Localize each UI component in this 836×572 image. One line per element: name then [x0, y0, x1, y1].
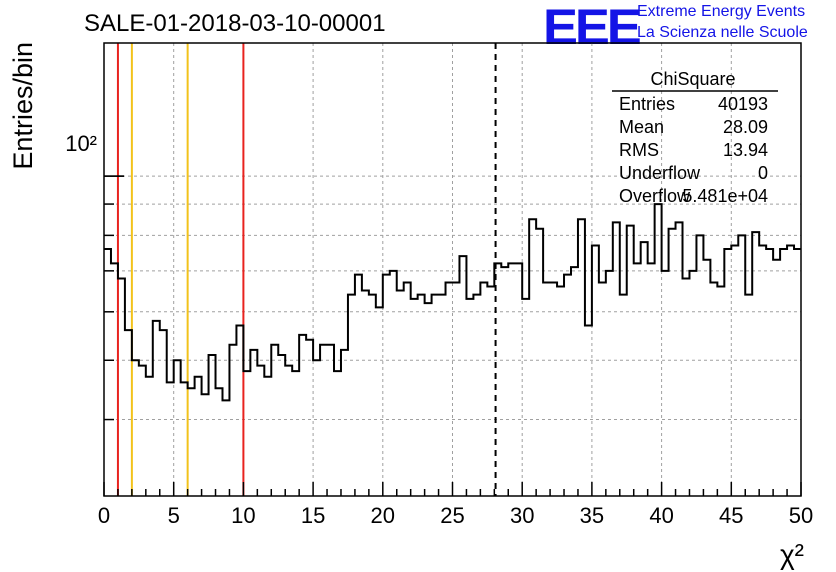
x-tick-label-10: 10 — [231, 503, 255, 528]
stats-label-rms: RMS — [619, 140, 659, 160]
x-tick-label-15: 15 — [301, 503, 325, 528]
y-axis-label: Entries/bin — [8, 42, 38, 170]
vertical-markers — [116, 43, 497, 496]
x-tick-label-25: 25 — [440, 503, 464, 528]
x-tick-label-40: 40 — [649, 503, 673, 528]
x-tick-label-35: 35 — [580, 503, 604, 528]
stats-value-underflow: 0 — [758, 163, 768, 183]
x-tick-label-50: 50 — [789, 503, 813, 528]
y-tick-label-100: 10² — [65, 131, 97, 156]
stats-label-mean: Mean — [619, 117, 664, 137]
stats-box: ChiSquare Entries 40193 Mean 28.09 RMS 13.94 U… — [612, 69, 778, 206]
stats-value-rms: 13.94 — [723, 140, 768, 160]
stats-label-entries: Entries — [619, 94, 675, 114]
x-tick-label-45: 45 — [719, 503, 743, 528]
axis-ticks — [103, 175, 802, 496]
histogram-series — [104, 203, 801, 402]
logo-subtitle-1: Extreme Energy Events — [637, 3, 806, 20]
x-tick-label-0: 0 — [98, 503, 110, 528]
stats-label-overflow: Overflow — [619, 186, 691, 206]
stats-value-mean: 28.09 — [723, 117, 768, 137]
x-axis-label: χ² — [780, 539, 804, 570]
x-tick-label-20: 20 — [371, 503, 395, 528]
stats-label-underflow: Underflow — [619, 163, 701, 183]
x-tick-label-5: 5 — [168, 503, 180, 528]
grid — [104, 43, 801, 496]
stats-value-overflow: 5.481e+04 — [682, 186, 768, 206]
stats-box-title: ChiSquare — [650, 69, 735, 89]
x-tick-label-30: 30 — [510, 503, 534, 528]
stats-value-entries: 40193 — [718, 94, 768, 114]
chart-title: SALE-01-2018-03-10-00001 — [84, 10, 386, 37]
x-tick-labels: 0 5 10 15 20 25 30 35 40 45 50 — [98, 503, 813, 528]
logo-subtitle-2: La Scienza nelle Scuole — [637, 24, 808, 41]
